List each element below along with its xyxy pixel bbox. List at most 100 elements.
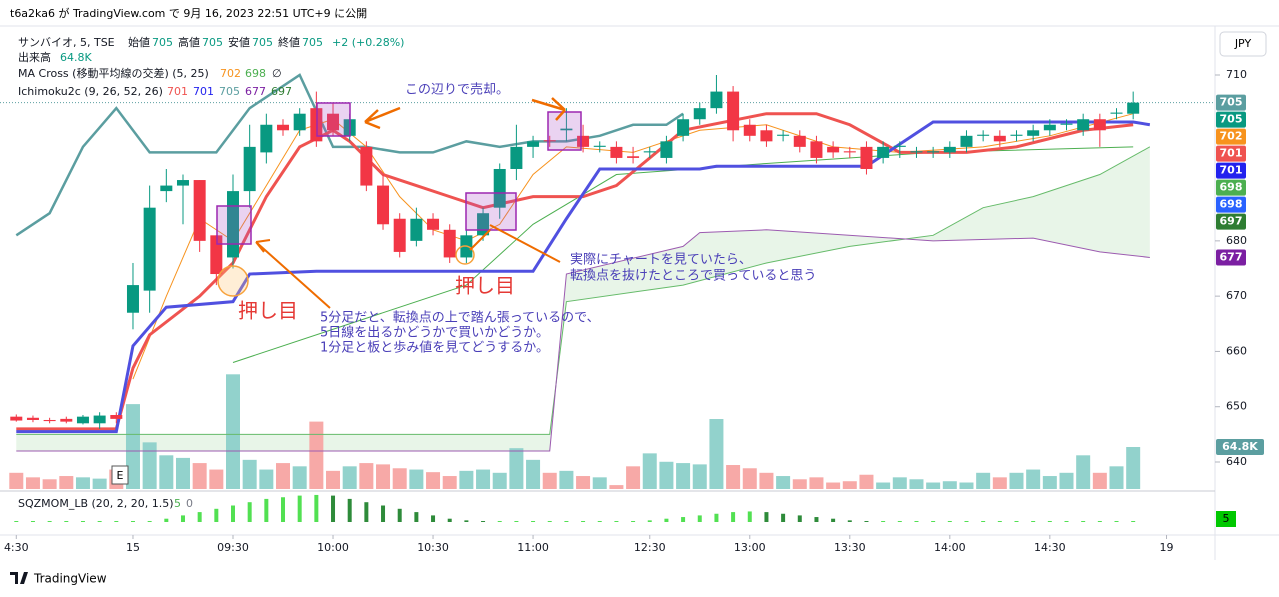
currency-button[interactable] — [1219, 31, 1267, 57]
momentum-bar — [881, 521, 886, 522]
change: +2 (+0.28%) — [332, 36, 404, 49]
momentum-bar — [214, 508, 219, 522]
volume-bar — [92, 478, 107, 489]
volume-bar — [992, 477, 1007, 489]
volume-bar — [492, 472, 507, 489]
volume-bar — [526, 459, 541, 489]
volume-bar — [125, 404, 140, 489]
volume-bar — [409, 469, 424, 489]
currency[interactable]: JPY — [1234, 37, 1252, 50]
momentum-bar — [297, 495, 302, 522]
momentum-bar — [581, 521, 586, 522]
indicator-line — [16, 229, 1150, 452]
momentum-bar — [397, 508, 402, 522]
volume-bar — [826, 482, 841, 489]
momentum-bar — [531, 521, 536, 522]
sqz-badge-label: 5 — [1223, 512, 1230, 525]
volume-bar — [476, 469, 491, 489]
ohlc-label: 高値 — [178, 35, 200, 49]
candle-body — [1043, 124, 1056, 131]
x-tick-label: 15 — [126, 541, 140, 554]
candle-body — [877, 146, 890, 158]
volume-badge-label: 64.8K — [1222, 440, 1258, 453]
candle-body — [1027, 130, 1040, 136]
price-badge — [1216, 249, 1246, 266]
momentum-bar — [164, 518, 169, 522]
y-tick-label: 680 — [1226, 234, 1247, 247]
momentum-bar — [681, 517, 686, 522]
momentum-bar — [1047, 521, 1052, 522]
volume-bar — [876, 482, 891, 489]
candle-body — [927, 151, 940, 153]
annotation: この辺りで売却。 — [405, 82, 509, 98]
momentum-bar — [864, 521, 869, 522]
volume-bar — [142, 442, 157, 489]
volume-bar — [1042, 476, 1057, 489]
candle-body — [327, 113, 340, 131]
event-marker[interactable]: E — [117, 469, 124, 482]
drawings: E — [111, 97, 582, 485]
price-badge-label: 701 — [1220, 147, 1243, 160]
volume-bar — [659, 461, 674, 489]
momentum-bar — [180, 515, 185, 522]
volume-bar — [226, 374, 240, 489]
ichimoku-name: Ichimoku2c (9, 26, 52, 26) — [18, 85, 163, 98]
momentum-bar — [281, 497, 286, 522]
annotation: 転換点を抜けたところで買っていると思う — [570, 268, 816, 284]
volume-bar — [842, 481, 857, 489]
annotation: 1分足と板と歩み値を見てどうするか。 — [320, 340, 549, 356]
momentum-bar — [731, 512, 736, 522]
momentum-bar — [30, 521, 35, 522]
volume-bar — [292, 466, 307, 489]
price-badge-label: 677 — [1220, 250, 1243, 263]
candle-body — [793, 135, 806, 147]
event-box[interactable] — [111, 465, 129, 485]
momentum-bar — [964, 521, 969, 522]
x-tick-label: 10:30 — [417, 541, 449, 554]
momentum-bar — [931, 521, 936, 522]
momentum-bar — [664, 518, 669, 522]
candle-body — [243, 146, 256, 192]
momentum-bar — [447, 518, 452, 522]
candle-body — [943, 146, 956, 153]
arrow — [531, 97, 566, 121]
volume-bar — [1059, 472, 1074, 489]
highlight-box — [547, 111, 582, 151]
momentum-bar — [464, 520, 469, 522]
volume-bar — [242, 459, 257, 489]
momentum-bar — [847, 520, 852, 522]
indicator-line — [16, 146, 1151, 435]
volume-bar — [209, 469, 224, 489]
circle — [455, 245, 475, 265]
volume-bar — [759, 472, 774, 489]
candle-body — [126, 285, 139, 313]
volume-bar — [426, 472, 441, 489]
volume-bar — [75, 477, 90, 489]
volume-bar — [1092, 472, 1107, 489]
candle-body — [760, 130, 773, 142]
ohlc-value: 705 — [202, 36, 223, 49]
momentum-bar — [97, 521, 102, 522]
y-tick-label: 660 — [1226, 344, 1247, 357]
x-tick-label: 4:30 — [4, 541, 29, 554]
price-badge — [1216, 145, 1246, 162]
momentum-bar — [14, 521, 19, 522]
ichimoku-value: 705 — [219, 85, 240, 98]
ohlc-label: 安値 — [228, 35, 250, 49]
volume-bar — [442, 476, 457, 489]
annotation: 実際にチャートを見ていたら、 — [570, 252, 752, 268]
candle-body — [110, 415, 123, 419]
ichimoku-value: 697 — [271, 85, 292, 98]
candle-body — [193, 180, 206, 241]
candle-body — [293, 113, 306, 131]
x-tick-label: 14:00 — [934, 541, 966, 554]
ohlc-label: 始値 — [128, 35, 150, 49]
price-badge — [1216, 128, 1246, 145]
momentum-bar — [331, 495, 336, 522]
annotation: 5分足だと、転換点の上で踏ん張っているので、 — [320, 311, 600, 326]
price-badge-label: 705 — [1220, 113, 1243, 126]
volume-value: 64.8K — [60, 51, 92, 64]
momentum-bar — [897, 521, 902, 522]
x-tick-label: 12:30 — [634, 541, 666, 554]
